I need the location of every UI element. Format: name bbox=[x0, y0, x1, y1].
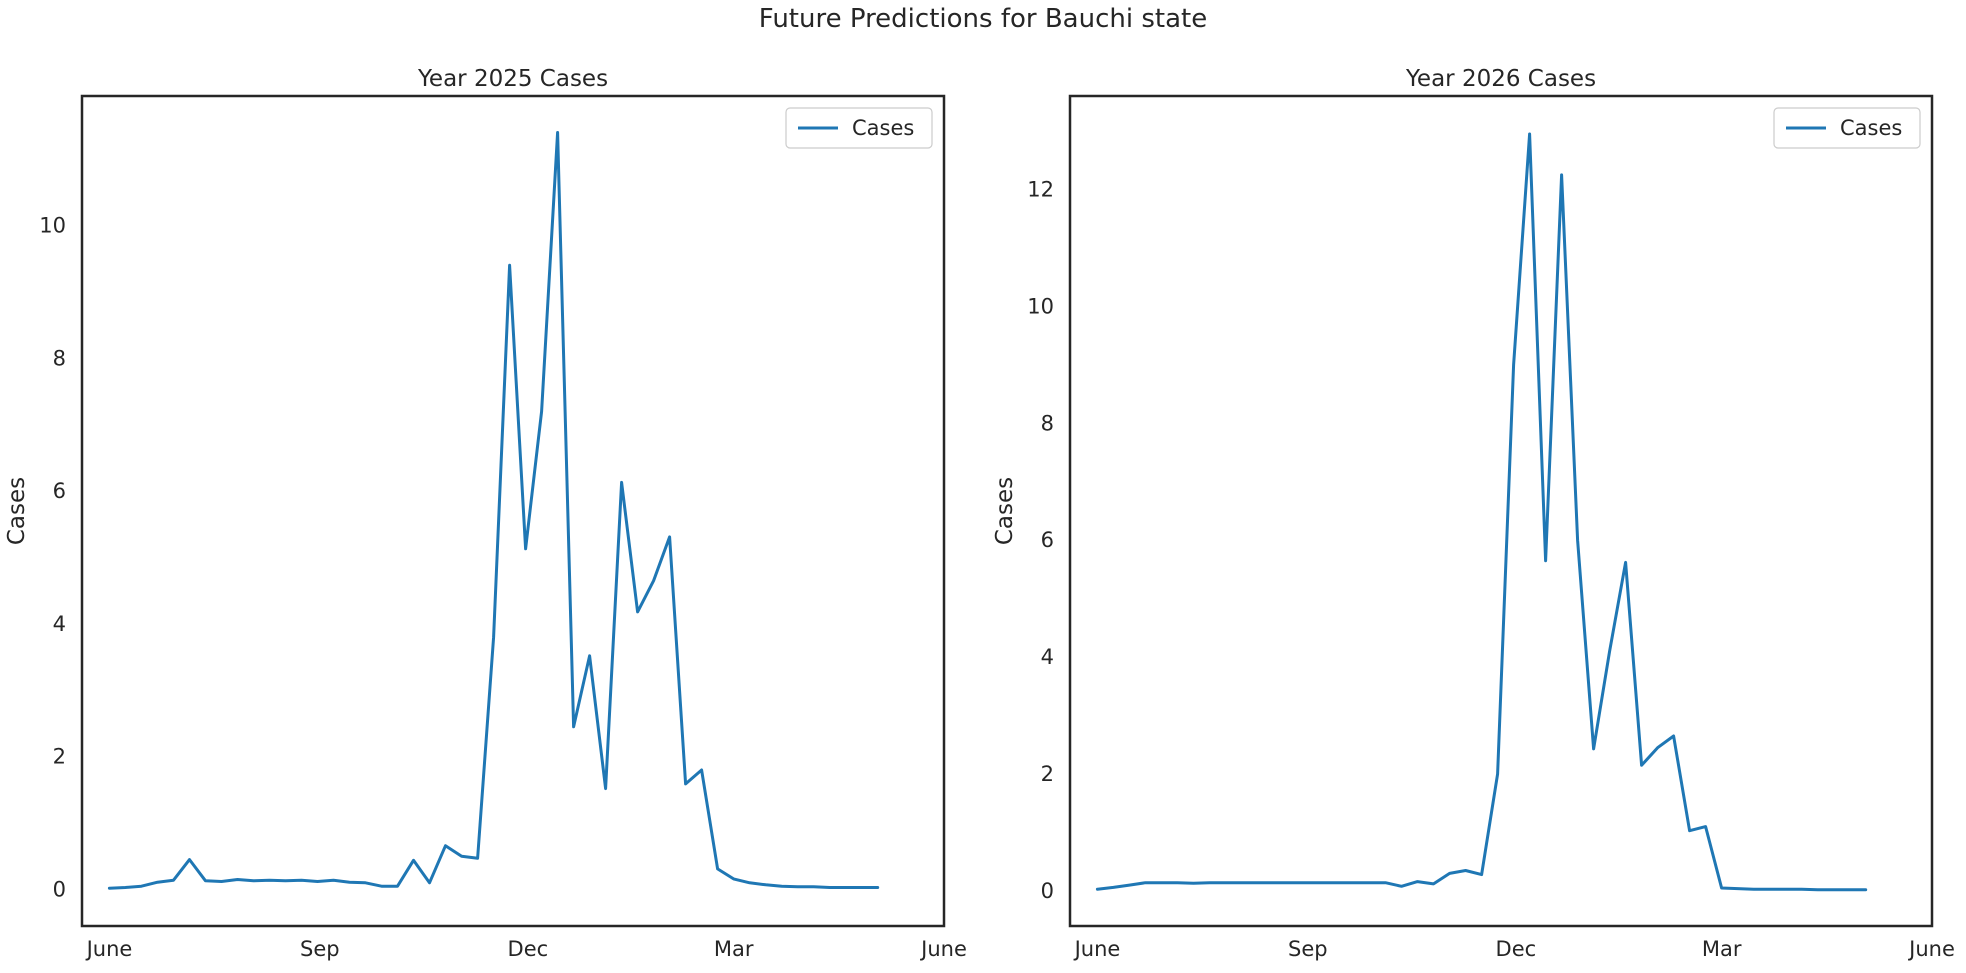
panel-1-x-tick-label: Sep bbox=[300, 937, 340, 961]
panel-1-x-tick-label: Mar bbox=[714, 937, 754, 961]
panel-2-x-tick-label: June bbox=[1907, 937, 1955, 961]
panel-1-legend-label: Cases bbox=[852, 116, 914, 140]
panel-1-y-tick-label: 10 bbox=[39, 213, 66, 237]
panel-2-y-tick-label: 10 bbox=[1027, 294, 1054, 318]
panel-2-y-tick-label: 0 bbox=[1041, 879, 1054, 903]
panel-2-y-tick-label: 12 bbox=[1027, 178, 1054, 202]
panel-1-y-tick-label: 4 bbox=[53, 612, 66, 636]
panel-1-y-tick-label: 0 bbox=[53, 877, 66, 901]
panel-1-x-tick-label: June bbox=[85, 937, 133, 961]
panel-1-series-line-1 bbox=[107, 131, 880, 890]
panel-2-y-tick-label: 6 bbox=[1041, 528, 1054, 552]
panel-1-x-tick-label: June bbox=[919, 937, 967, 961]
panel-2-y-axis-label: Cases bbox=[992, 477, 1018, 545]
figure-suptitle: Future Predictions for Bauchi state bbox=[758, 4, 1208, 34]
panel-2-x-tick-label: Dec bbox=[1496, 937, 1537, 961]
panel-1-title: Year 2025 Cases bbox=[417, 66, 608, 92]
panel-2-y-tick-label: 8 bbox=[1041, 411, 1054, 435]
panel-1-legend-box bbox=[785, 107, 933, 149]
panel-2-x-tick-label: June bbox=[1073, 937, 1121, 961]
panel-2-series-line-1 bbox=[1095, 132, 1868, 892]
panel-1-y-tick-label: 8 bbox=[53, 346, 66, 370]
panel-1-y-axis-label: Cases bbox=[4, 477, 30, 545]
panel-1-y-tick-label: 6 bbox=[53, 479, 66, 503]
panel-1-y-tick-label: 2 bbox=[53, 745, 66, 769]
panel-1-axes-frame bbox=[80, 94, 946, 928]
panel-2-x-tick-label: Sep bbox=[1288, 937, 1328, 961]
panel-2-axes-frame bbox=[1068, 94, 1934, 928]
panel-2-y-tick-label: 2 bbox=[1041, 762, 1054, 786]
panel-2-title: Year 2026 Cases bbox=[1405, 66, 1596, 92]
panel-2-legend-box bbox=[1773, 107, 1921, 149]
panel-2-x-tick-label: Mar bbox=[1702, 937, 1742, 961]
panel-2-legend-label: Cases bbox=[1840, 116, 1902, 140]
panel-1-x-tick-label: Dec bbox=[508, 937, 549, 961]
panel-2-y-tick-label: 4 bbox=[1041, 645, 1054, 669]
